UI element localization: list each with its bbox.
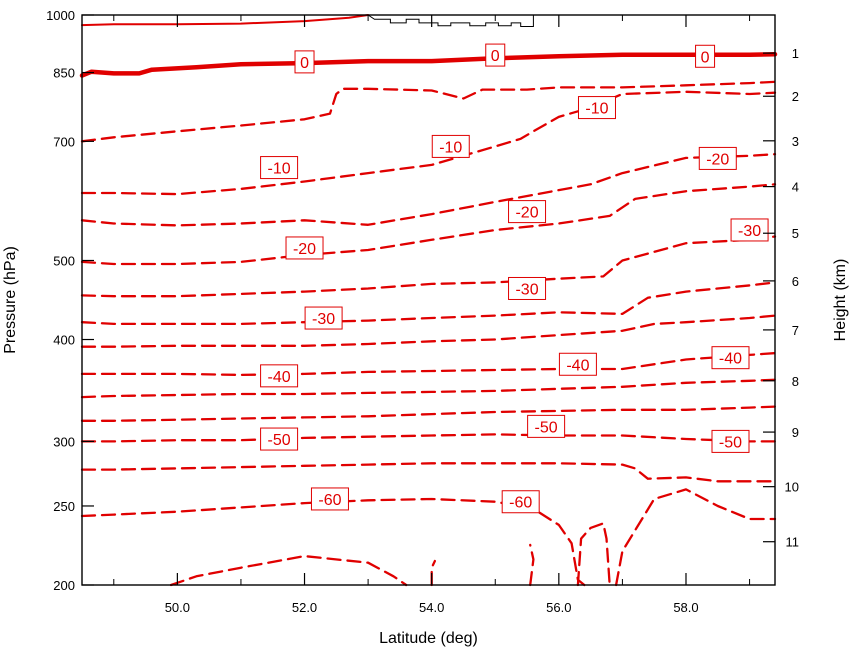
y2-tick-label: 3 xyxy=(792,134,799,149)
y2-tick-label: 4 xyxy=(792,180,799,195)
contour-label: -50 xyxy=(535,419,558,436)
y2-tick-label: 7 xyxy=(792,323,799,338)
y-tick-label: 300 xyxy=(53,434,75,449)
contour-label: -30 xyxy=(312,311,335,328)
y2-tick-label: 9 xyxy=(792,425,799,440)
contour-line--6-4 xyxy=(80,153,777,227)
contour-label-box xyxy=(310,487,349,511)
y2-tick-label: 6 xyxy=(792,274,799,289)
contour-label: -40 xyxy=(268,369,291,386)
contour-label: -20 xyxy=(706,151,729,168)
contour-line--50-19 xyxy=(576,522,611,587)
y-axis-title: Pressure (hPa) xyxy=(2,246,19,354)
contour-label: -30 xyxy=(738,223,761,240)
contour-label-box xyxy=(260,156,299,180)
contour-label-box xyxy=(508,276,547,300)
contour-line--4-3 xyxy=(80,90,777,196)
contour-label: -40 xyxy=(566,357,589,374)
contour-lines xyxy=(79,14,778,587)
contour-line--50-18 xyxy=(529,543,535,587)
x-tick-label: 50.0 xyxy=(165,600,190,615)
contour-label: -10 xyxy=(585,101,608,118)
contour-line--22-8 xyxy=(80,314,777,348)
contour-line--46-15 xyxy=(614,488,777,587)
y-axis-height: 1 2 3 4 5 6 7 8 9 10 11 xyxy=(763,46,799,550)
y-axis-pressure: 200 250 300 400 500 700 850 1000 xyxy=(46,8,94,593)
contour-label-box xyxy=(431,134,470,158)
contour-label: -50 xyxy=(719,434,742,451)
y2-tick-label: 11 xyxy=(786,535,800,550)
contour-line--42-13 xyxy=(80,462,777,483)
y2-tick-label: 8 xyxy=(792,374,799,389)
contour-label-box xyxy=(527,414,566,438)
contour-label: -60 xyxy=(509,495,532,512)
contour-line--46-14 xyxy=(80,497,586,587)
contour-line--26-9 xyxy=(80,351,777,377)
contour-label-box xyxy=(698,146,737,170)
contour-label: -60 xyxy=(318,492,341,509)
contour-line--38-12 xyxy=(80,433,777,443)
plot-frame xyxy=(81,14,776,586)
y-tick-label: 500 xyxy=(53,253,75,268)
contour-label: 0 xyxy=(701,49,710,66)
contour-label-box xyxy=(711,346,750,370)
y-tick-label: 1000 xyxy=(46,8,75,23)
terrain-outline xyxy=(367,14,534,27)
contour-label-box xyxy=(558,352,597,376)
contour-label-box xyxy=(501,490,540,514)
contour-line--2-2 xyxy=(80,80,777,143)
contour-label-box xyxy=(730,218,769,242)
x-axis: 50.0 52.0 54.0 56.0 58.0 xyxy=(113,15,751,615)
y2-axis-title: Height (km) xyxy=(832,259,849,342)
contour-label: -10 xyxy=(268,161,291,178)
x-tick-label: 56.0 xyxy=(546,600,571,615)
y2-tick-label: 10 xyxy=(785,480,799,495)
y-tick-label: 200 xyxy=(53,578,75,593)
contour-label-box xyxy=(285,236,324,260)
terrain-line xyxy=(367,14,534,27)
contour-label-box xyxy=(304,306,343,330)
contour-line-0-1 xyxy=(81,14,370,27)
contour-label-box xyxy=(577,96,616,120)
x-axis-title: Latitude (deg) xyxy=(379,630,478,647)
y2-tick-label: 5 xyxy=(792,226,799,241)
contour-labels: -60 -60 -50 -50 -50 -40 -40 -40 -30 -30 -30 -20 -20 -… xyxy=(260,43,769,514)
contour-line--30-10 xyxy=(80,378,777,399)
contour-label: -40 xyxy=(719,351,742,368)
y2-tick-label: 2 xyxy=(792,89,799,104)
contour-label: 0 xyxy=(491,48,500,65)
contour-line-0-0 xyxy=(79,52,778,78)
contour-label: -20 xyxy=(293,241,316,258)
contour-line--18-7 xyxy=(80,281,777,326)
contour-label-box xyxy=(695,44,716,68)
contour-label-box xyxy=(294,50,315,74)
contour-line--34-11 xyxy=(80,405,777,422)
contour-label-box xyxy=(260,427,299,451)
contour-line--14-6 xyxy=(80,235,777,298)
contour-label: 0 xyxy=(300,55,309,72)
contour-label: -30 xyxy=(515,281,538,298)
contour-label-box xyxy=(711,429,750,453)
contour-line--10-5 xyxy=(80,183,777,266)
x-tick-label: 52.0 xyxy=(292,600,317,615)
x-tick-label: 58.0 xyxy=(673,600,698,615)
contour-label: -20 xyxy=(515,205,538,222)
contour-label-box xyxy=(485,43,506,67)
contour-label-box xyxy=(260,364,299,388)
y-tick-label: 850 xyxy=(53,66,75,81)
y2-tick-label: 1 xyxy=(792,46,799,61)
y-tick-label: 700 xyxy=(53,134,75,149)
y-tick-label: 250 xyxy=(53,499,75,514)
contour-label: -10 xyxy=(439,139,462,156)
x-tick-label: 54.0 xyxy=(419,600,444,615)
y-tick-label: 400 xyxy=(53,333,75,348)
contour-line--50-16 xyxy=(169,554,408,587)
contour-label-box xyxy=(508,200,547,224)
contour-label: -50 xyxy=(268,432,291,449)
